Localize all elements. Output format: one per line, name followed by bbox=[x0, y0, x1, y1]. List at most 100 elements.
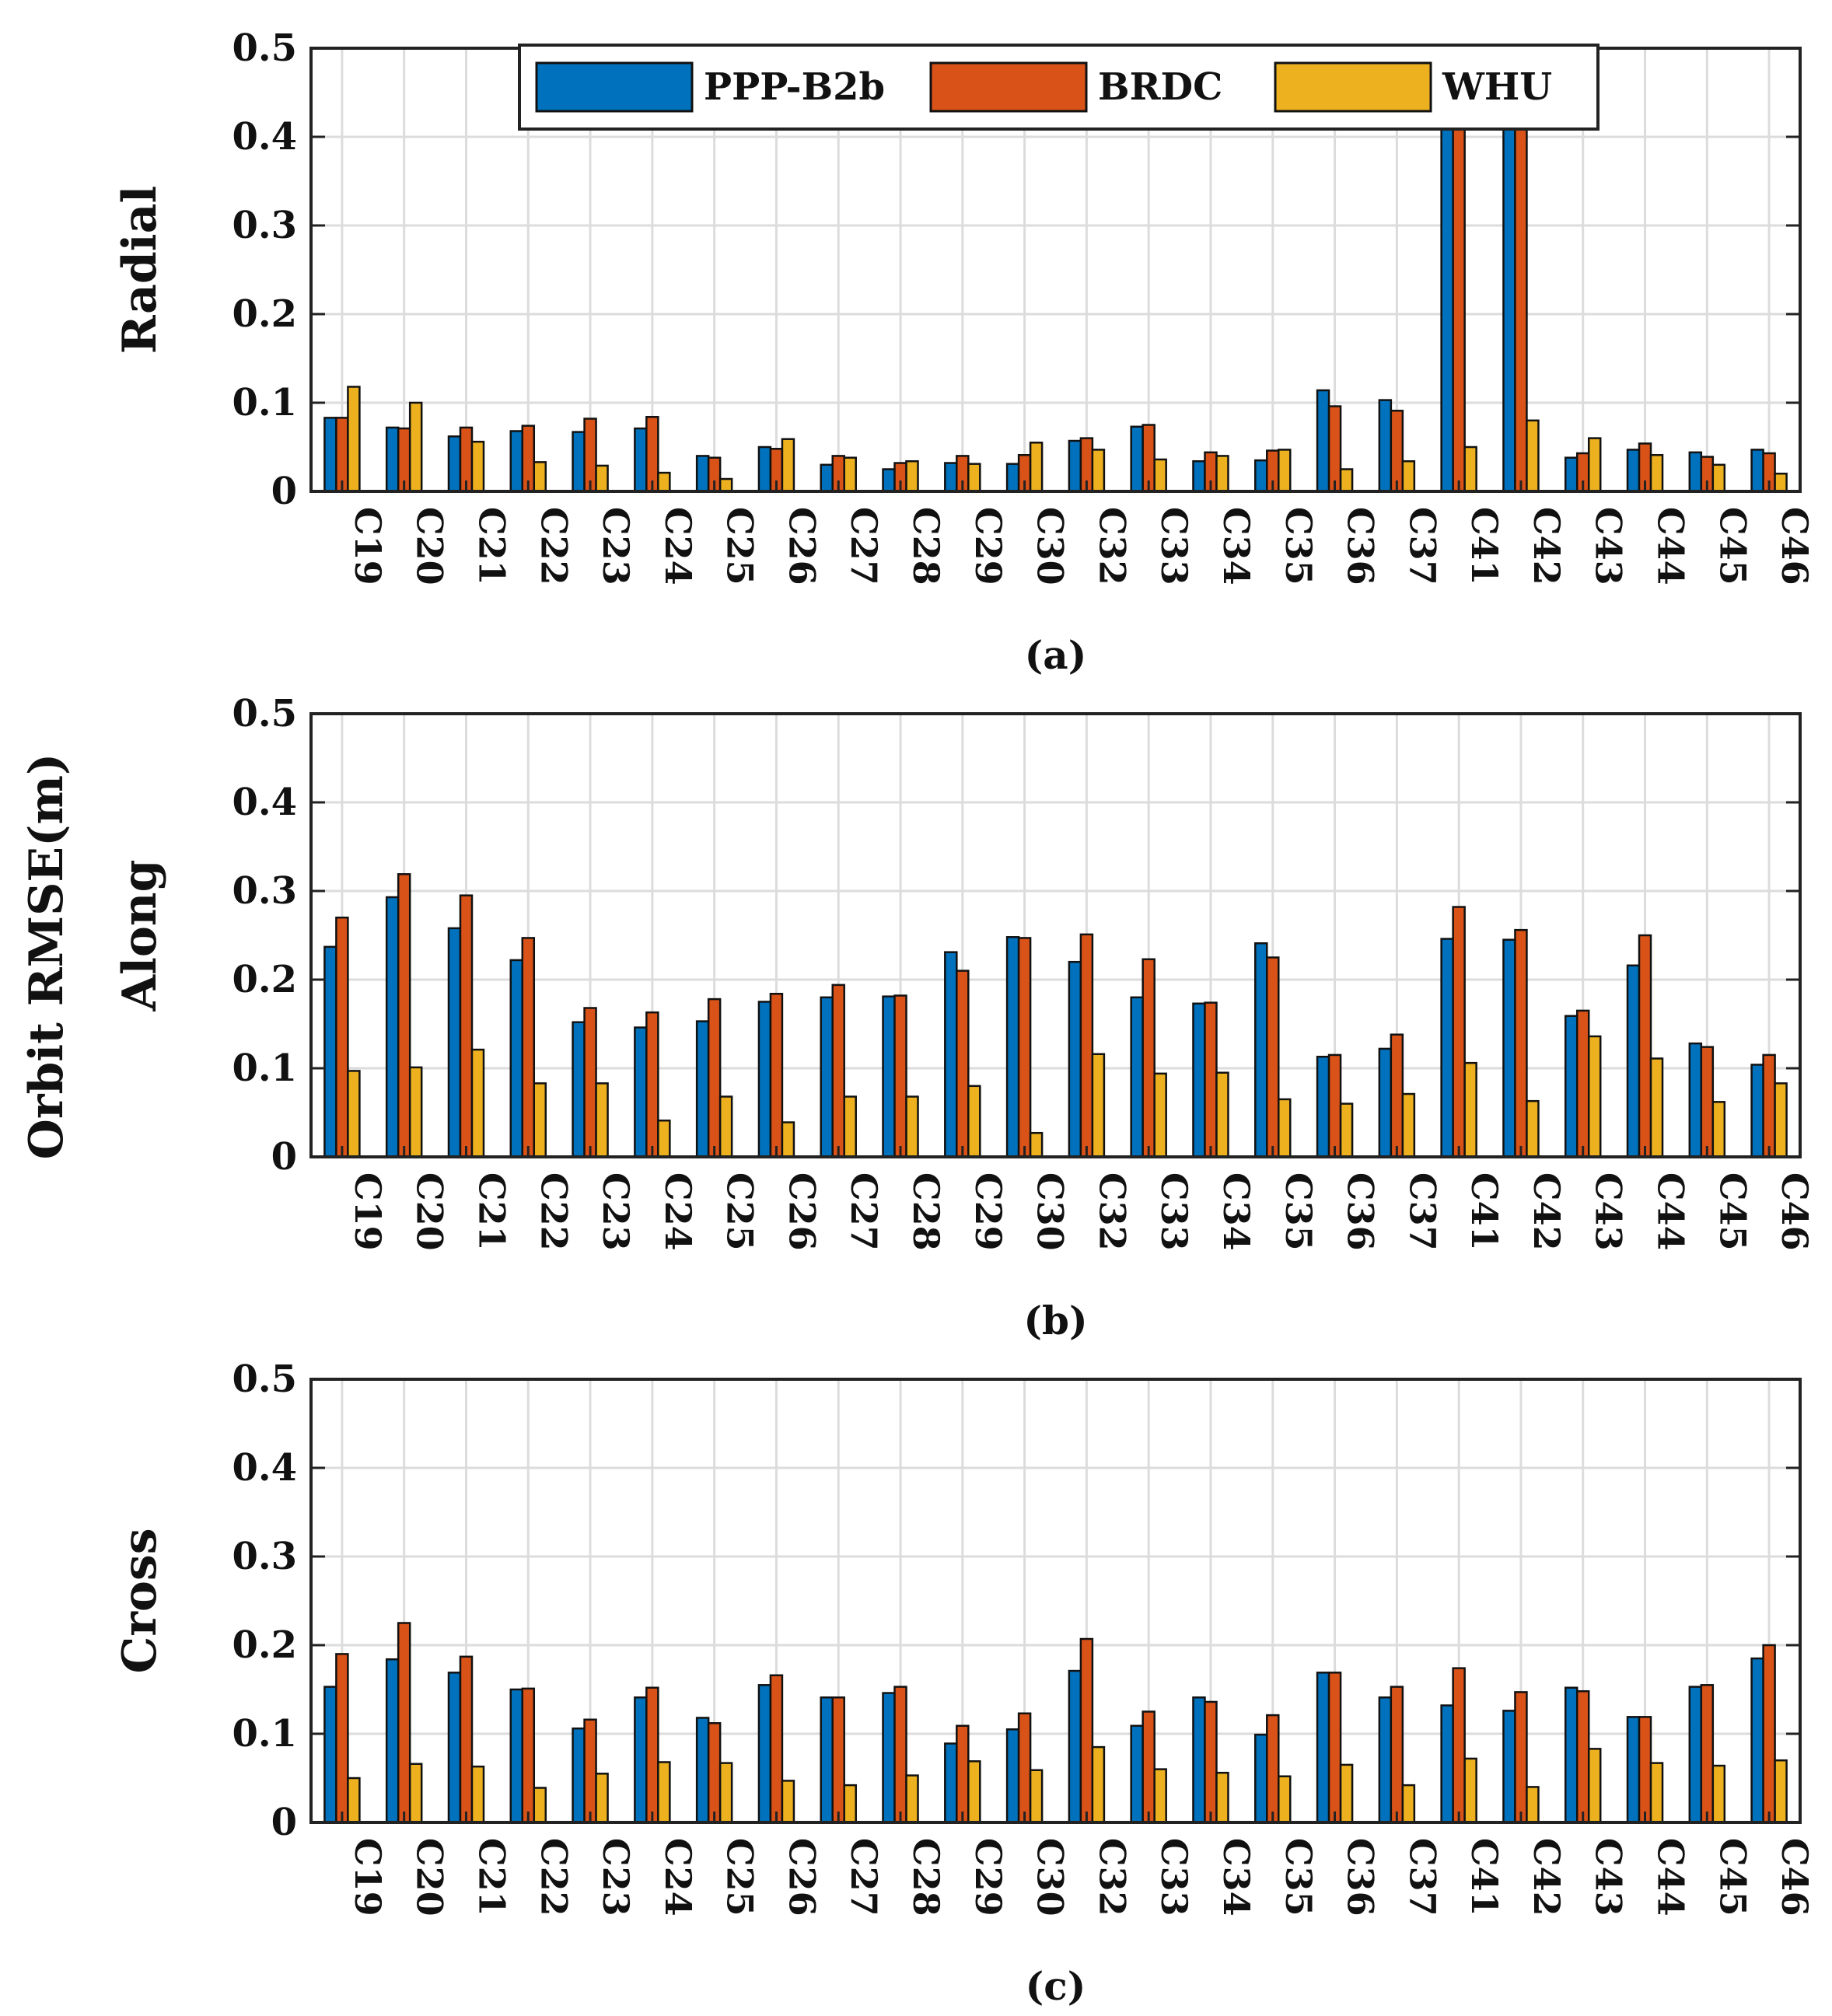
bar-ppp-b2b-c30 bbox=[1005, 463, 1020, 493]
bar-ppp-b2b-c42 bbox=[1502, 1710, 1516, 1824]
bar-ppp-b2b-c19 bbox=[323, 417, 337, 493]
y-axis-label: Cross bbox=[113, 1529, 167, 1674]
x-tick-label: C37 bbox=[1401, 507, 1443, 585]
bar-brdc-c41 bbox=[1452, 1667, 1466, 1824]
axes-frame bbox=[309, 1378, 1802, 1824]
bar-whu-c30 bbox=[1029, 442, 1044, 493]
legend-swatch-brdc bbox=[929, 61, 1088, 113]
bar-whu-c32 bbox=[1091, 449, 1106, 493]
bar-brdc-c45 bbox=[1700, 1684, 1715, 1824]
bar-brdc-c36 bbox=[1327, 1672, 1342, 1824]
x-tick-label: C41 bbox=[1463, 1838, 1505, 1916]
bar-brdc-c23 bbox=[583, 418, 597, 493]
bar-ppp-b2b-c37 bbox=[1378, 399, 1393, 493]
bar-ppp-b2b-c33 bbox=[1130, 1724, 1144, 1824]
bar-whu-c46 bbox=[1774, 1082, 1788, 1158]
panel-caption: (a) bbox=[1025, 632, 1087, 678]
bar-ppp-b2b-c32 bbox=[1068, 439, 1082, 493]
bar-whu-c24 bbox=[657, 471, 671, 493]
x-tick-label: C42 bbox=[1526, 507, 1568, 585]
bar-ppp-b2b-c20 bbox=[385, 1658, 400, 1824]
bar-whu-c34 bbox=[1215, 1071, 1229, 1158]
bar-brdc-c22 bbox=[521, 937, 536, 1158]
x-tick-label: C34 bbox=[1215, 1838, 1257, 1916]
bar-ppp-b2b-c25 bbox=[695, 455, 710, 493]
bar-ppp-b2b-c30 bbox=[1005, 1728, 1020, 1824]
bar-ppp-b2b-c22 bbox=[509, 430, 524, 493]
bar-whu-c27 bbox=[843, 456, 857, 493]
y-tick-label: 0.2 bbox=[232, 1623, 297, 1667]
bar-brdc-c36 bbox=[1327, 405, 1342, 493]
bar-whu-c35 bbox=[1278, 1775, 1292, 1824]
x-tick-label: C33 bbox=[1153, 507, 1195, 585]
bar-whu-c37 bbox=[1401, 459, 1416, 493]
bar-whu-c26 bbox=[781, 1780, 795, 1824]
bar-whu-c24 bbox=[657, 1120, 671, 1158]
y-axis-label: Radial bbox=[113, 186, 167, 355]
bar-whu-c36 bbox=[1339, 468, 1354, 493]
plot-area bbox=[311, 1379, 1800, 1822]
bar-ppp-b2b-c24 bbox=[634, 427, 648, 493]
y-tick-label: 0.4 bbox=[232, 115, 297, 159]
bar-brdc-c29 bbox=[956, 970, 970, 1158]
x-tick-label: C27 bbox=[843, 1172, 885, 1251]
bar-whu-c30 bbox=[1029, 1131, 1044, 1158]
panel-caption: (b) bbox=[1023, 1298, 1087, 1343]
legend: PPP-B2b BRDC WHU bbox=[518, 44, 1600, 131]
bar-brdc-c19 bbox=[335, 916, 349, 1158]
bar-brdc-c23 bbox=[583, 1718, 597, 1824]
bar-ppp-b2b-c26 bbox=[757, 1684, 772, 1824]
bar-whu-c36 bbox=[1339, 1763, 1354, 1824]
x-tick-label: C41 bbox=[1463, 1172, 1505, 1251]
x-tick-label: C25 bbox=[719, 1838, 761, 1916]
bar-ppp-b2b-c37 bbox=[1378, 1047, 1393, 1158]
x-tick-label: C27 bbox=[843, 507, 885, 585]
bar-whu-c28 bbox=[905, 459, 919, 493]
x-tick-label: C24 bbox=[657, 1838, 699, 1916]
x-tick-label: C20 bbox=[409, 1838, 451, 1916]
x-tick-label: C36 bbox=[1340, 507, 1382, 585]
x-tick-label: C42 bbox=[1526, 1172, 1568, 1251]
y-tick-label: 0 bbox=[271, 1801, 297, 1844]
x-tick-label: C45 bbox=[1711, 507, 1753, 585]
x-tick-label: C20 bbox=[409, 507, 451, 585]
bar-whu-c34 bbox=[1215, 455, 1229, 493]
bar-whu-c29 bbox=[967, 1760, 981, 1824]
x-tick-label: C44 bbox=[1650, 507, 1692, 585]
bar-brdc-c32 bbox=[1079, 1637, 1094, 1824]
x-tick-label: C35 bbox=[1278, 507, 1320, 585]
bar-brdc-c27 bbox=[831, 1696, 845, 1824]
bar-whu-c28 bbox=[905, 1095, 919, 1158]
bar-ppp-b2b-c41 bbox=[1440, 1704, 1454, 1824]
panel-3: 0 0.1 0.2 0.3 0.4 0.5 C19 C20 C21 C22 C23 C24 C25 C26… bbox=[113, 1357, 1816, 2009]
bar-brdc-c44 bbox=[1638, 1716, 1652, 1824]
bar-whu-c21 bbox=[470, 1765, 485, 1824]
bar-ppp-b2b-c32 bbox=[1068, 1669, 1082, 1824]
bar-whu-c30 bbox=[1029, 1769, 1044, 1824]
bar-whu-c41 bbox=[1463, 1757, 1477, 1824]
bar-brdc-c21 bbox=[459, 1655, 474, 1824]
x-tick-label: C32 bbox=[1091, 1172, 1133, 1251]
y-tick-label: 0.4 bbox=[232, 1446, 297, 1490]
x-tick-label: C19 bbox=[347, 1172, 389, 1251]
bar-whu-c44 bbox=[1649, 1762, 1664, 1824]
x-tick-label: C29 bbox=[967, 1838, 1009, 1916]
bar-ppp-b2b-c19 bbox=[323, 1686, 337, 1824]
x-tick-label: C26 bbox=[781, 1172, 823, 1251]
bar-brdc-c25 bbox=[707, 1722, 722, 1824]
bar-brdc-c19 bbox=[335, 1653, 349, 1824]
legend-label-brdc: BRDC bbox=[1098, 65, 1222, 109]
y-tick-label: 0.3 bbox=[232, 1535, 297, 1578]
bar-ppp-b2b-c28 bbox=[882, 1692, 896, 1824]
bar-whu-c34 bbox=[1215, 1771, 1229, 1824]
x-tick-label: C37 bbox=[1401, 1172, 1443, 1251]
bar-whu-c33 bbox=[1153, 1072, 1167, 1158]
x-tick-label: C36 bbox=[1340, 1172, 1382, 1251]
x-tick-label: C35 bbox=[1278, 1172, 1320, 1251]
x-tick-label: C45 bbox=[1711, 1838, 1753, 1916]
bar-ppp-b2b-c22 bbox=[509, 959, 524, 1158]
legend-label-whu: WHU bbox=[1442, 65, 1552, 109]
bar-ppp-b2b-c44 bbox=[1626, 964, 1641, 1158]
x-tick-label: C28 bbox=[905, 1172, 947, 1251]
